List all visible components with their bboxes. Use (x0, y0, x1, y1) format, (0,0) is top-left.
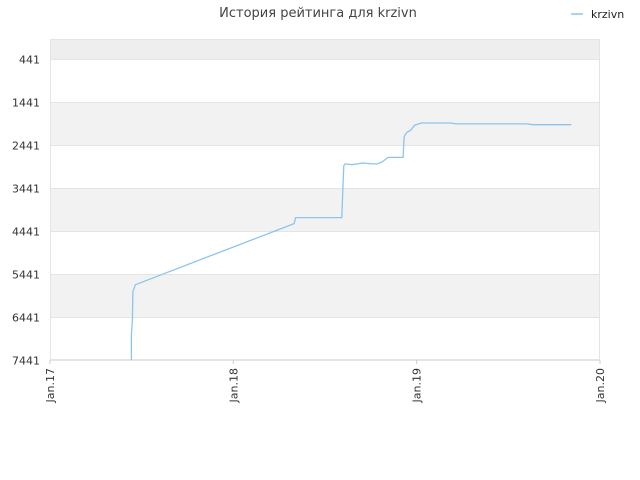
gridlines (50, 59, 600, 361)
y-tick-label: 7441 (12, 355, 40, 368)
series-lines (130, 122, 572, 360)
plot-band (50, 317, 600, 360)
plot-band (50, 59, 600, 102)
x-tick-label: Jan.18 (227, 368, 240, 403)
plot-band (50, 145, 600, 188)
chart-title: История рейтинга для krzivn (219, 6, 417, 21)
y-tick-label: 441 (19, 54, 40, 67)
y-tick-label: 1441 (12, 97, 40, 110)
x-tick-label: Jan.17 (44, 368, 57, 403)
x-axis: Jan.17 Jan.18 Jan.19 Jan.20 (44, 360, 607, 403)
y-tick-label: 5441 (12, 269, 40, 282)
series-line-krzivn (130, 122, 572, 360)
plot-border (50, 39, 600, 360)
legend: krzivn (571, 8, 624, 21)
y-tick-label: 3441 (12, 183, 40, 196)
plot-band (50, 39, 600, 59)
plot-background (50, 39, 600, 360)
x-tick-label: Jan.20 (594, 368, 607, 403)
plot-band (50, 231, 600, 274)
plot-band (50, 188, 600, 231)
y-tick-label: 2441 (12, 140, 40, 153)
x-tick-label: Jan.19 (411, 368, 424, 403)
y-tick-label: 6441 (12, 312, 40, 325)
y-axis: 441 1441 2441 3441 4441 5441 6441 7441 (12, 54, 40, 368)
y-tick-label: 4441 (12, 226, 40, 239)
legend-label: krzivn (591, 8, 624, 21)
plot-band (50, 274, 600, 317)
